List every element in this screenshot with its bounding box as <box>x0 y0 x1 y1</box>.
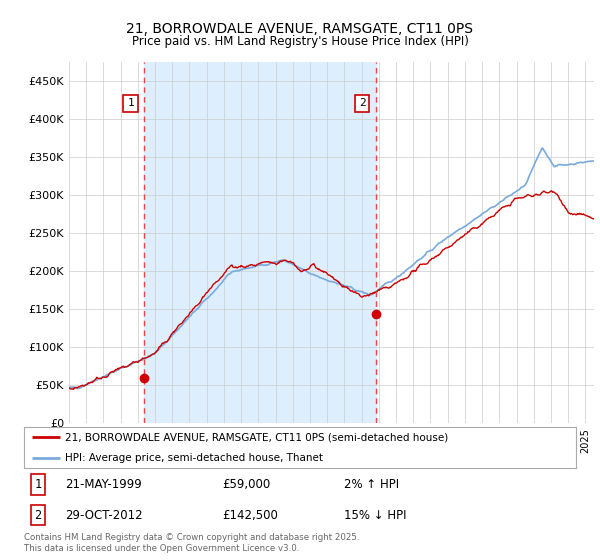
Text: £59,000: £59,000 <box>223 478 271 491</box>
Text: HPI: Average price, semi-detached house, Thanet: HPI: Average price, semi-detached house,… <box>65 452 323 463</box>
Text: 2: 2 <box>34 508 41 521</box>
Text: 15% ↓ HPI: 15% ↓ HPI <box>344 508 407 521</box>
Text: 1: 1 <box>127 99 134 109</box>
Text: 29-OCT-2012: 29-OCT-2012 <box>65 508 143 521</box>
Text: 1: 1 <box>34 478 41 491</box>
Bar <box>145 62 376 423</box>
Text: Price paid vs. HM Land Registry's House Price Index (HPI): Price paid vs. HM Land Registry's House … <box>131 35 469 48</box>
Text: 21-MAY-1999: 21-MAY-1999 <box>65 478 142 491</box>
Text: 21, BORROWDALE AVENUE, RAMSGATE, CT11 0PS (semi-detached house): 21, BORROWDALE AVENUE, RAMSGATE, CT11 0P… <box>65 432 449 442</box>
Text: £142,500: £142,500 <box>223 508 278 521</box>
Text: 21, BORROWDALE AVENUE, RAMSGATE, CT11 0PS: 21, BORROWDALE AVENUE, RAMSGATE, CT11 0P… <box>127 22 473 36</box>
Text: 2% ↑ HPI: 2% ↑ HPI <box>344 478 399 491</box>
Text: 2: 2 <box>359 99 365 109</box>
Text: Contains HM Land Registry data © Crown copyright and database right 2025.
This d: Contains HM Land Registry data © Crown c… <box>24 533 359 553</box>
